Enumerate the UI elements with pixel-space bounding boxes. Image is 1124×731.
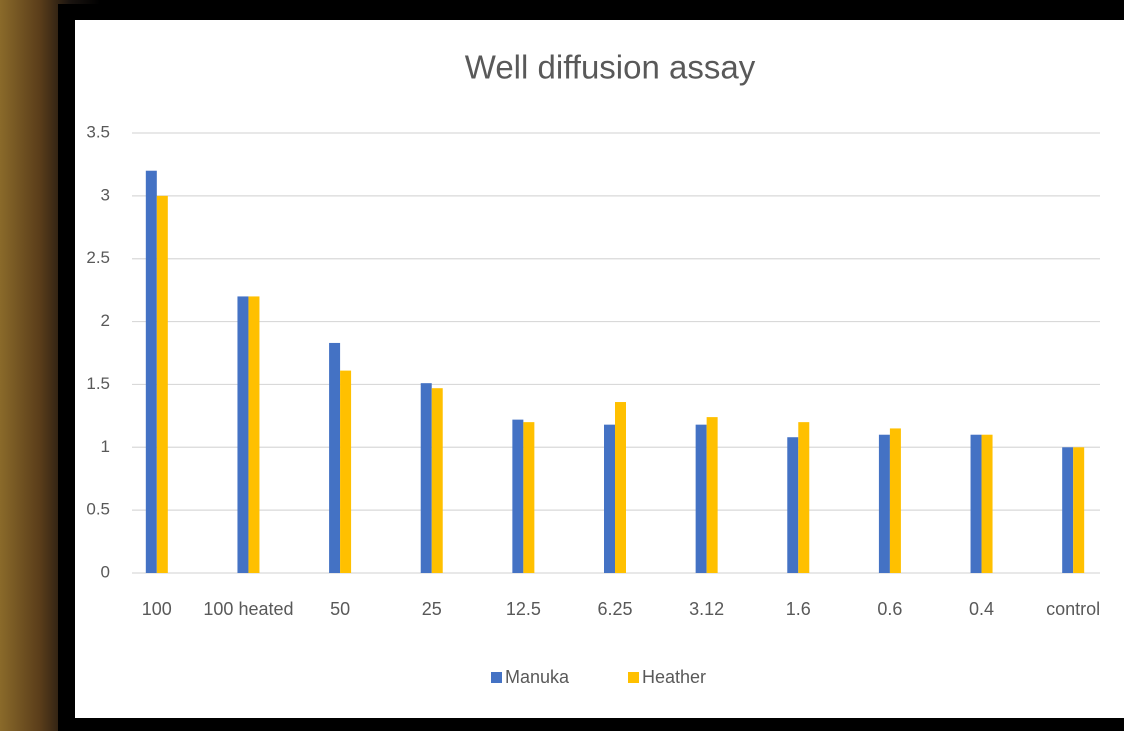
bar bbox=[512, 420, 523, 573]
x-tick-label: 100 heated bbox=[203, 599, 293, 619]
bar bbox=[798, 422, 809, 573]
x-tick-label: 25 bbox=[422, 599, 442, 619]
legend-label: Manuka bbox=[505, 667, 570, 687]
y-tick-label: 3.5 bbox=[86, 122, 110, 141]
page: Well diffusion assay 0 0.5 1 1.5 2 2.5 3 3.5 100… bbox=[0, 0, 1124, 731]
bar bbox=[879, 435, 890, 573]
bar bbox=[707, 417, 718, 573]
bar bbox=[421, 383, 432, 573]
bar bbox=[890, 428, 901, 573]
x-tick-label: 100 bbox=[142, 599, 172, 619]
bar bbox=[340, 371, 351, 573]
x-tick-label: control bbox=[1046, 599, 1100, 619]
chart-title: Well diffusion assay bbox=[465, 49, 756, 86]
bar bbox=[248, 296, 259, 573]
x-tick-label: 1.6 bbox=[786, 599, 811, 619]
bar bbox=[146, 171, 157, 573]
x-tick-label: 0.6 bbox=[877, 599, 902, 619]
y-tick-label: 1 bbox=[101, 437, 110, 456]
bar bbox=[971, 435, 982, 573]
bar bbox=[523, 422, 534, 573]
bar bbox=[432, 388, 443, 573]
x-tick-label: 0.4 bbox=[969, 599, 994, 619]
y-tick-label: 0 bbox=[101, 562, 110, 581]
bar bbox=[982, 435, 993, 573]
bar bbox=[604, 425, 615, 573]
bar bbox=[237, 296, 248, 573]
bar bbox=[615, 402, 626, 573]
x-tick-label: 50 bbox=[330, 599, 350, 619]
x-tick-label: 12.5 bbox=[506, 599, 541, 619]
y-tick-label: 3 bbox=[101, 185, 110, 204]
y-tick-label: 2 bbox=[101, 311, 110, 330]
x-tick-label: 3.12 bbox=[689, 599, 724, 619]
legend-label: Heather bbox=[642, 667, 706, 687]
bar bbox=[787, 437, 798, 573]
chart: Well diffusion assay 0 0.5 1 1.5 2 2.5 3 3.5 100… bbox=[0, 0, 1124, 731]
y-tick-label: 2.5 bbox=[86, 248, 110, 267]
y-tick-label: 1.5 bbox=[86, 374, 110, 393]
x-tick-label: 6.25 bbox=[597, 599, 632, 619]
bar bbox=[157, 196, 168, 573]
legend-swatch bbox=[628, 672, 639, 683]
bar bbox=[1062, 447, 1073, 573]
legend-swatch bbox=[491, 672, 502, 683]
y-tick-label: 0.5 bbox=[86, 500, 110, 519]
bar bbox=[696, 425, 707, 573]
bar bbox=[329, 343, 340, 573]
bar bbox=[1073, 447, 1084, 573]
